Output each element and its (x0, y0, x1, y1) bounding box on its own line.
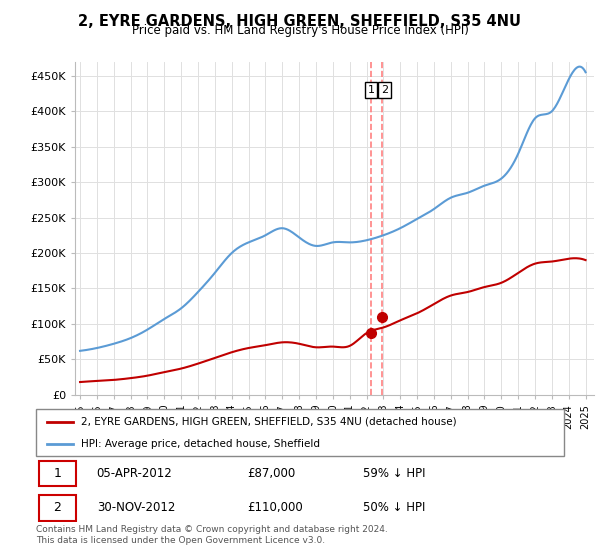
Text: 1: 1 (368, 85, 374, 95)
Text: 30-NOV-2012: 30-NOV-2012 (97, 501, 175, 514)
FancyBboxPatch shape (38, 495, 76, 521)
Text: 1: 1 (53, 467, 61, 480)
Text: 59% ↓ HPI: 59% ↓ HPI (364, 467, 426, 480)
Text: £110,000: £110,000 (247, 501, 303, 514)
Text: HPI: Average price, detached house, Sheffield: HPI: Average price, detached house, Shef… (81, 438, 320, 449)
FancyBboxPatch shape (38, 461, 76, 487)
Text: 2: 2 (381, 85, 388, 95)
Text: 2, EYRE GARDENS, HIGH GREEN, SHEFFIELD, S35 4NU: 2, EYRE GARDENS, HIGH GREEN, SHEFFIELD, … (79, 14, 521, 29)
FancyBboxPatch shape (36, 409, 564, 456)
Text: 50% ↓ HPI: 50% ↓ HPI (364, 501, 426, 514)
Text: £87,000: £87,000 (247, 467, 295, 480)
Text: Price paid vs. HM Land Registry's House Price Index (HPI): Price paid vs. HM Land Registry's House … (131, 24, 469, 37)
Text: 05-APR-2012: 05-APR-2012 (97, 467, 172, 480)
Text: 2: 2 (53, 501, 61, 514)
Text: 2, EYRE GARDENS, HIGH GREEN, SHEFFIELD, S35 4NU (detached house): 2, EYRE GARDENS, HIGH GREEN, SHEFFIELD, … (81, 417, 457, 427)
Text: Contains HM Land Registry data © Crown copyright and database right 2024.
This d: Contains HM Land Registry data © Crown c… (36, 525, 388, 545)
